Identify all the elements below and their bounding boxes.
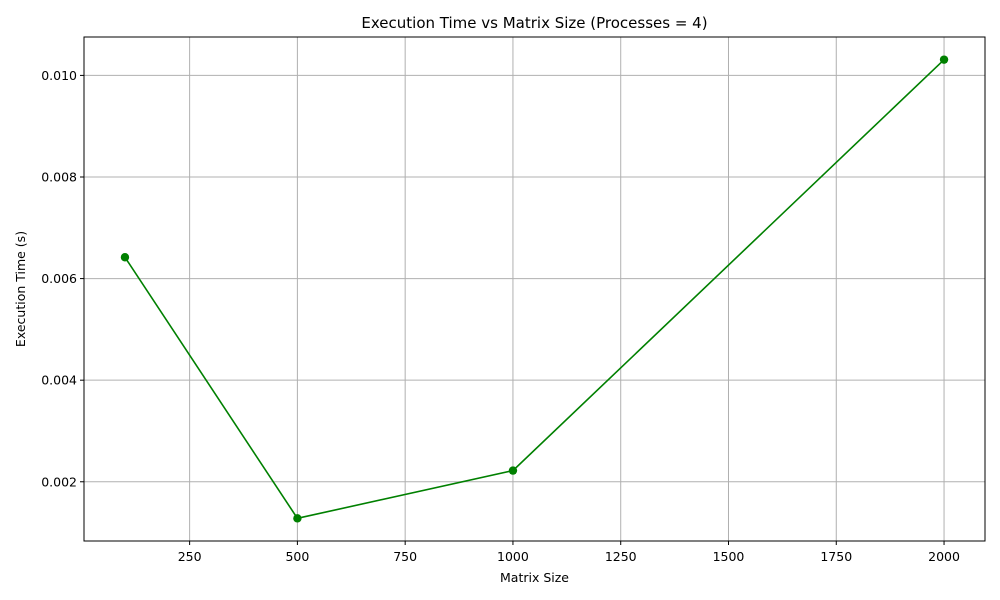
x-tick-label: 1500: [713, 549, 745, 564]
x-axis: 250 500 750 1000 1250 1500 1750 2000: [178, 541, 960, 564]
grid: [84, 37, 985, 541]
y-tick-label: 0.008: [41, 169, 77, 184]
x-tick-label: 1000: [497, 549, 529, 564]
data-point: [508, 466, 518, 475]
data-point: [293, 514, 302, 523]
y-axis: 0.002 0.004 0.006 0.008 0.010: [41, 68, 84, 489]
x-axis-label: Matrix Size: [500, 570, 569, 585]
data-point: [120, 253, 130, 262]
y-tick-label: 0.006: [41, 271, 77, 286]
x-tick-label: 250: [178, 549, 202, 564]
chart-title: Execution Time vs Matrix Size (Processes…: [361, 14, 707, 32]
y-tick-label: 0.002: [41, 474, 77, 489]
x-tick-label: 1250: [605, 549, 637, 564]
y-axis-label: Execution Time (s): [13, 231, 28, 347]
y-tick-label: 0.010: [41, 68, 77, 83]
series-line: [124, 59, 945, 520]
plot-frame: [83, 36, 986, 542]
x-tick-label: 2000: [928, 549, 960, 564]
x-tick-label: 1750: [820, 549, 852, 564]
data-point: [939, 55, 949, 64]
y-tick-label: 0.004: [41, 373, 77, 388]
x-tick-label: 500: [285, 549, 309, 564]
x-tick-label: 750: [393, 549, 417, 564]
series-layer: [120, 55, 949, 523]
